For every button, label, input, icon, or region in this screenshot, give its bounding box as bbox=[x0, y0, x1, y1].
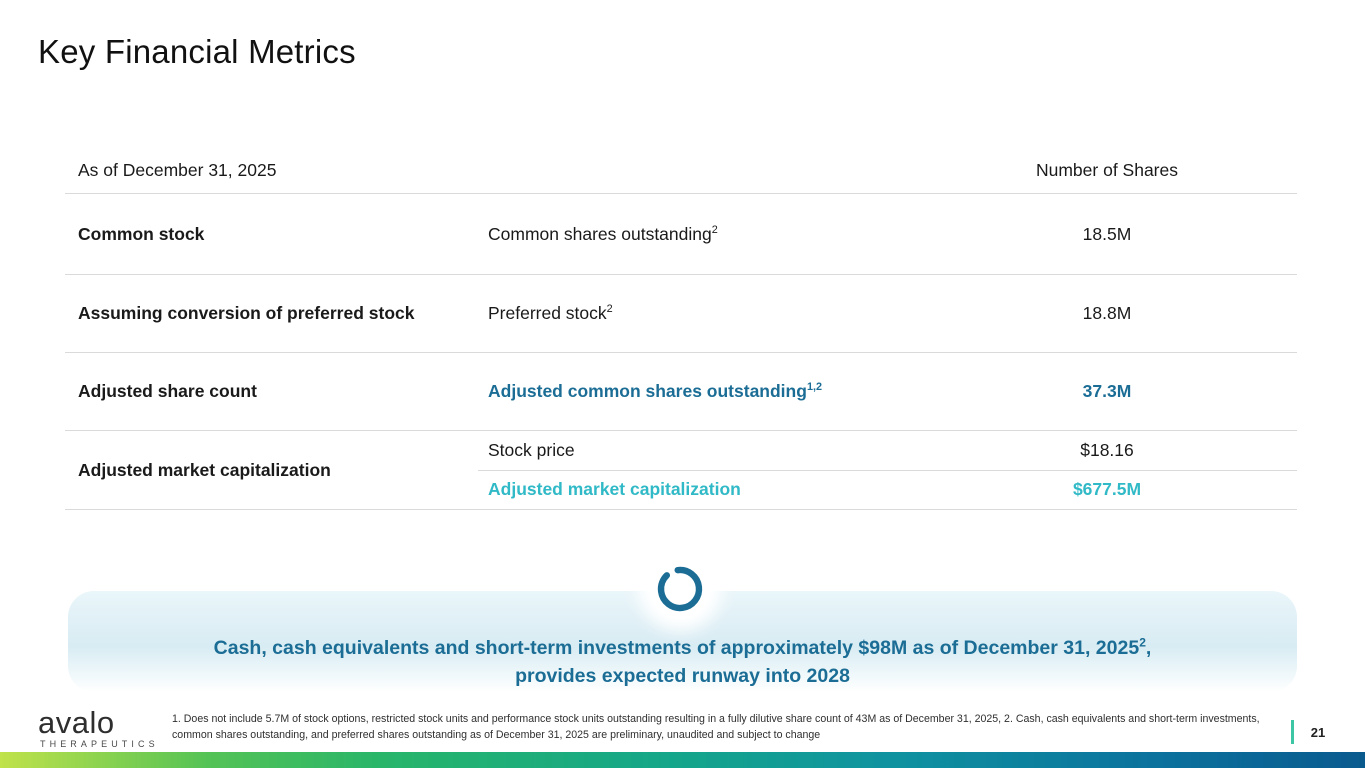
table-row: Common stock Common shares outstanding2 … bbox=[65, 194, 1297, 275]
metric-text: Common shares outstanding bbox=[488, 223, 712, 244]
row-category: Adjusted share count bbox=[78, 381, 257, 401]
row-value: 18.8M bbox=[1082, 303, 1132, 323]
metric-footnote-ref: 2 bbox=[711, 223, 718, 236]
metric-footnote-ref: 1,2 bbox=[806, 381, 823, 394]
row-value: $18.16 bbox=[1080, 439, 1134, 460]
table-row: Assuming conversion of preferred stock P… bbox=[65, 275, 1297, 353]
table-row: Adjusted share count Adjusted common sha… bbox=[65, 353, 1297, 431]
callout-line1: Cash, cash equivalents and short-term in… bbox=[213, 637, 1140, 659]
row-metric: Stock price bbox=[488, 439, 575, 460]
page-number: 21 bbox=[1310, 725, 1326, 740]
avalo-logo: avalo THERAPEUTICS bbox=[38, 705, 159, 749]
metric-text: Preferred stock bbox=[488, 303, 607, 323]
callout-footnote-ref: 2 bbox=[1139, 635, 1146, 650]
callout-line1-end: , bbox=[1145, 637, 1152, 659]
row-category: Common stock bbox=[78, 223, 205, 244]
callout-line2: provides expected runway into 2028 bbox=[515, 665, 850, 687]
page-marker-bar bbox=[1291, 720, 1294, 744]
row-category: Assuming conversion of preferred stock bbox=[78, 303, 415, 323]
row-value: $677.5M bbox=[1072, 479, 1142, 500]
table-subrow: Adjusted market capitalization $677.5M bbox=[478, 471, 1297, 510]
logo-wordmark: avalo bbox=[38, 705, 115, 740]
table-row-group: Adjusted market capitalization Stock pri… bbox=[65, 431, 1297, 510]
row-value: 18.5M bbox=[1082, 223, 1132, 244]
footnotes: 1. Does not include 5.7M of stock option… bbox=[172, 713, 1260, 741]
metric-footnote-ref: 2 bbox=[606, 303, 613, 316]
row-metric: Adjusted market capitalization bbox=[488, 479, 741, 500]
page-title: Key Financial Metrics bbox=[38, 33, 356, 70]
table-header-row: As of December 31, 2025 Number of Shares bbox=[65, 160, 1297, 194]
brand-gradient-bar bbox=[0, 752, 1365, 768]
row-value: 37.3M bbox=[1082, 381, 1132, 401]
metric-text: Adjusted common shares outstanding bbox=[488, 381, 807, 401]
group-subrows: Stock price $18.16 Adjusted market capit… bbox=[478, 431, 1297, 509]
row-category: Adjusted market capitalization bbox=[78, 459, 331, 480]
table-header-date: As of December 31, 2025 bbox=[78, 160, 277, 180]
logo-subtext: THERAPEUTICS bbox=[40, 739, 159, 749]
financial-metrics-table: As of December 31, 2025 Number of Shares… bbox=[65, 160, 1297, 510]
row-metric: Preferred stock2 bbox=[478, 303, 917, 324]
cash-runway-text: Cash, cash equivalents and short-term in… bbox=[100, 634, 1265, 690]
table-header-shares: Number of Shares bbox=[1035, 160, 1178, 180]
row-metric: Common shares outstanding2 bbox=[478, 224, 917, 245]
table-subrow: Stock price $18.16 bbox=[478, 431, 1297, 471]
row-metric: Adjusted common shares outstanding1,2 bbox=[478, 381, 917, 402]
open-ring-icon bbox=[657, 566, 703, 612]
